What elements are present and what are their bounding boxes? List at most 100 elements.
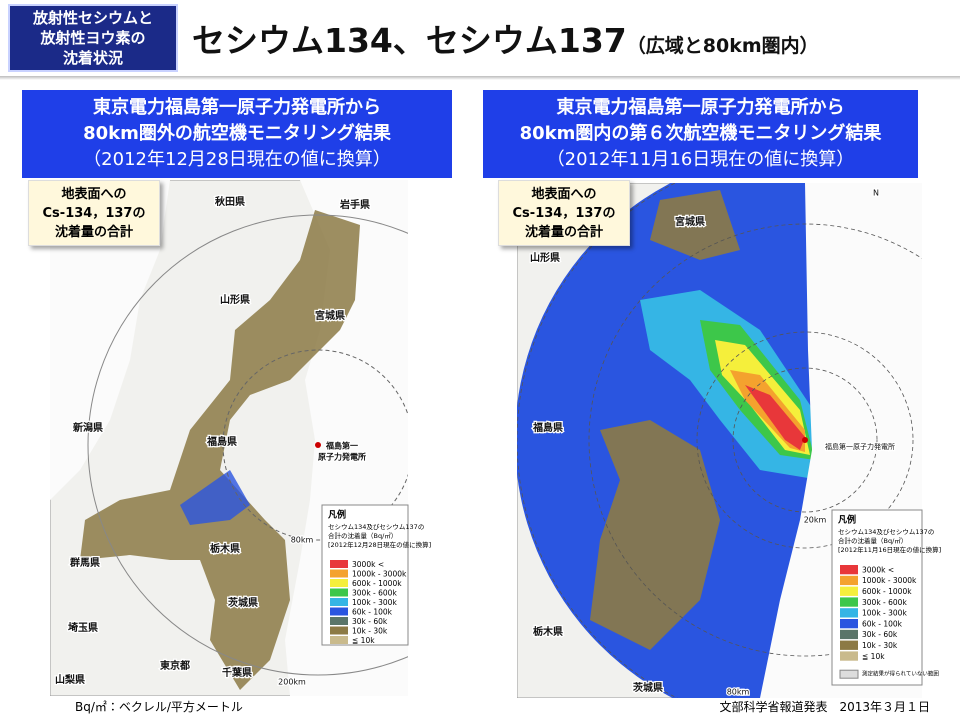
map-label: N xyxy=(873,189,879,198)
callout-line: Cs-134，137の xyxy=(512,205,616,221)
subtitle: （広域と80km圏内） xyxy=(626,35,819,57)
legend-swatch xyxy=(330,636,348,644)
legend-swatch xyxy=(840,597,858,607)
legend-label: 60k - 100k xyxy=(352,607,393,616)
badge-line: 沈着状況 xyxy=(62,49,123,67)
footer-source: 文部科学省報道発表 2013年３月１日 xyxy=(719,700,930,714)
legend-label: 60k - 100k xyxy=(862,619,903,628)
map-label: 岩手県 xyxy=(339,198,370,211)
legend-label: 3000k < xyxy=(862,565,894,574)
badge-line: 放射性ヨウ素の xyxy=(40,29,146,47)
legend-label: 30k - 60k xyxy=(862,630,898,639)
legend-swatch xyxy=(840,608,858,618)
map-label: 秋田県 xyxy=(215,195,245,208)
callout-line: 地表面への xyxy=(61,186,127,202)
legend-subtitle: セシウム134及びセシウム137の xyxy=(838,528,934,536)
footer-note: Bq/㎡：ベクレル/平方メートル xyxy=(75,700,243,714)
heading-line: 東京電力福島第一原子力発電所から xyxy=(556,97,845,118)
legend-label: 1000k - 3000k xyxy=(862,576,917,585)
map-label: 福島第一原子力発電所 xyxy=(825,442,895,451)
map-label: 80km xyxy=(291,536,314,545)
legend-label: 10k - 30k xyxy=(862,641,898,650)
map-label: 埼玉県 xyxy=(68,621,98,634)
panel-heading: 東京電力福島第一原子力発電所から 80km圏外の航空機モニタリング結果 （201… xyxy=(22,90,452,178)
map-label: 200km xyxy=(278,678,306,687)
map-label: 80km xyxy=(727,688,750,697)
map-label: 山形県 xyxy=(220,293,250,306)
deposition xyxy=(80,210,360,690)
divider xyxy=(0,76,960,80)
map-label: 東京都 xyxy=(160,659,190,672)
legend-swatch xyxy=(330,617,348,625)
legend-subtitle: [2012年11月16日現在の値に換算] xyxy=(838,545,941,554)
legend-swatch xyxy=(330,607,348,616)
legend-swatch xyxy=(840,575,858,586)
legend-label: ≦ 10k xyxy=(862,652,885,661)
sea xyxy=(50,180,170,500)
badge: 放射性セシウムと 放射性ヨウ素の 沈着状況 xyxy=(8,4,178,72)
deposition-blue xyxy=(180,470,250,525)
legend-label: 30k - 60k xyxy=(352,617,388,626)
heading-line: （2012年11月16日現在の値に換算） xyxy=(546,149,855,170)
callout-line: 沈着量の合計 xyxy=(524,224,603,240)
legend-note: 測定結果が得られていない範囲 xyxy=(862,670,939,678)
map-label: 宮城県 xyxy=(315,309,345,322)
legend-label: 300k - 600k xyxy=(862,598,907,607)
map-label: 栃木県 xyxy=(210,542,240,555)
range-ring xyxy=(732,367,878,513)
legend-swatch xyxy=(330,560,348,568)
legend-label: 10k - 30k xyxy=(352,626,388,635)
range-ring xyxy=(87,214,408,676)
legend-swatch xyxy=(330,579,348,587)
map-label: 福島第一 xyxy=(325,441,358,451)
zone-brown xyxy=(590,420,720,650)
legend-swatch xyxy=(840,586,858,596)
legend-label: 300k - 600k xyxy=(352,588,397,597)
map-label: 山梨県 xyxy=(55,673,85,686)
map-label: 福島県 xyxy=(532,421,563,434)
title: セシウム134、セシウム137（広域と80km圏内） xyxy=(192,14,819,62)
legend-title: 凡例 xyxy=(327,509,346,521)
badge-line: 放射性セシウムと xyxy=(32,9,153,27)
legend-label: ≦ 10k xyxy=(352,636,375,645)
map-label: 茨城県 xyxy=(633,681,663,694)
heading-line: 東京電力福島第一原子力発電所から xyxy=(93,97,381,118)
legend-subtitle: [2012年12月28日現在の値に換算] xyxy=(328,540,431,549)
legend-swatch xyxy=(330,598,348,606)
callout-line: Cs-134，137の xyxy=(42,205,146,221)
legend-title: 凡例 xyxy=(837,514,856,526)
map-label: 栃木県 xyxy=(533,625,563,638)
callout-line: 沈着量の合計 xyxy=(54,224,133,240)
legend-swatch xyxy=(839,669,859,679)
legend-label: 600k - 1000k xyxy=(352,579,402,588)
map-label: 福島県 xyxy=(206,435,237,448)
legend-subtitle: 合計の沈着量（Bq/㎡） xyxy=(838,536,907,545)
range-ring xyxy=(222,349,408,541)
heading-line: （2012年12月28日現在の値に換算） xyxy=(83,149,391,170)
heading-line: 80km圏外の航空機モニタリング結果 xyxy=(83,123,391,144)
legend-label: 600k - 1000k xyxy=(862,587,912,596)
plant xyxy=(802,437,808,443)
legend-swatch xyxy=(840,619,858,629)
callout-line: 地表面への xyxy=(531,186,597,202)
legend-swatch xyxy=(840,629,858,640)
title-text: セシウム134、セシウム137 xyxy=(192,21,627,60)
map-label: 山形県 xyxy=(530,251,560,264)
legend-label: 1000k - 3000k xyxy=(352,569,407,578)
map-label: 新潟県 xyxy=(72,421,103,434)
legend-swatch xyxy=(840,651,858,661)
legend-subtitle: 合計の沈着量（Bq/㎡） xyxy=(328,531,397,540)
callout: 地表面への Cs-134，137の 沈着量の合計 xyxy=(498,180,630,246)
legend-label: 100k - 300k xyxy=(352,598,397,607)
map-label: 宮城県 xyxy=(675,215,705,228)
zone-red xyxy=(745,385,805,450)
legend-subtitle: セシウム134及びセシウム137の xyxy=(328,523,424,531)
plant xyxy=(315,442,321,448)
legend-swatch xyxy=(840,640,858,650)
legend-swatch xyxy=(330,569,348,578)
map-label: 20km xyxy=(804,516,827,525)
panel-heading: 東京電力福島第一原子力発電所から 80km圏内の第６次航空機モニタリング結果 （… xyxy=(483,90,918,178)
